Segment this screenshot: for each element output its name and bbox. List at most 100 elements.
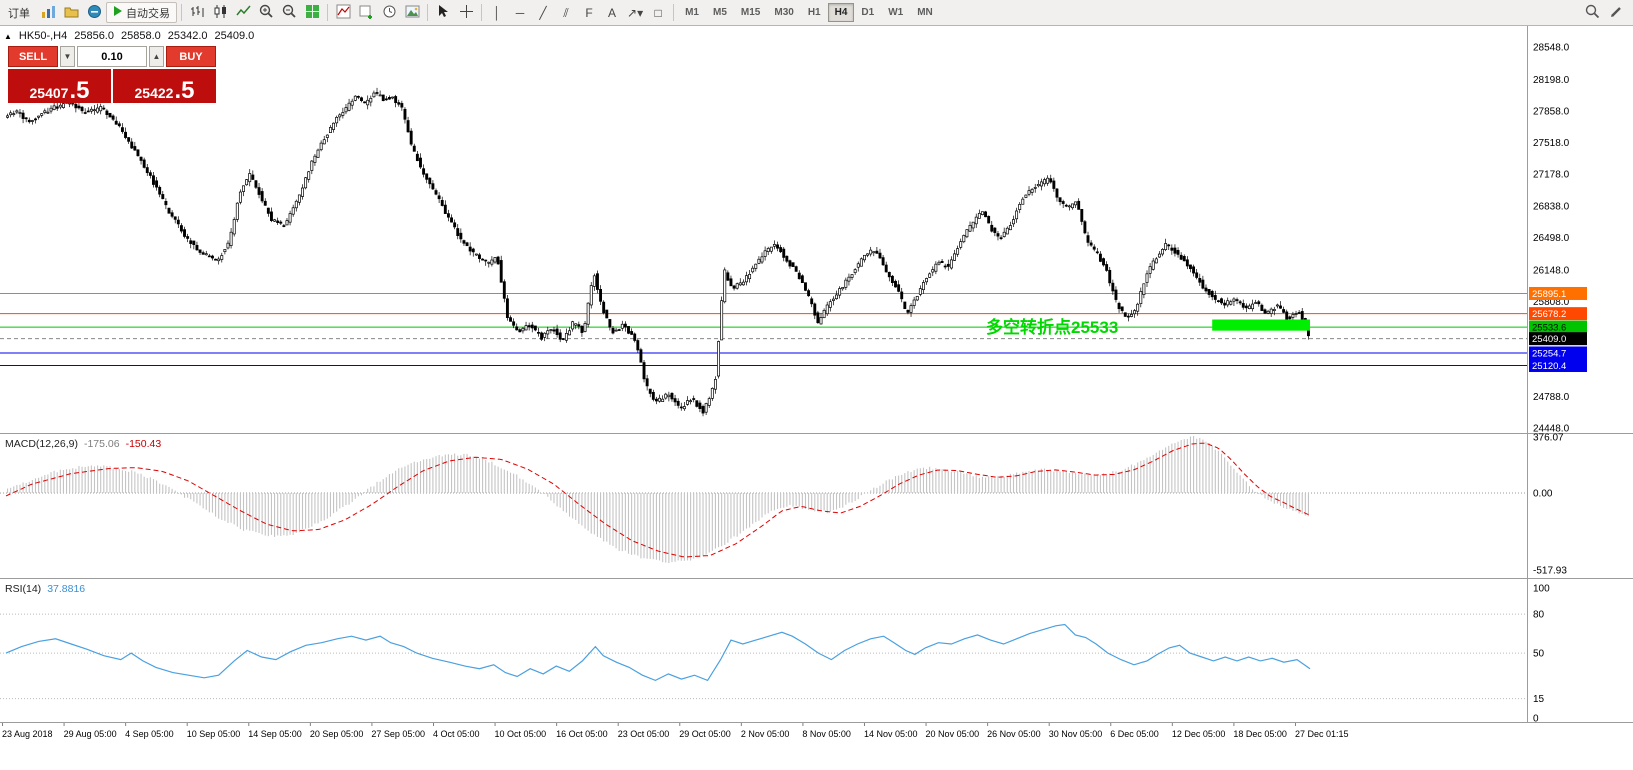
candle-body xyxy=(918,288,922,295)
candle-body xyxy=(859,258,863,267)
timeframe-M1[interactable]: M1 xyxy=(678,3,706,22)
candle-body xyxy=(254,180,258,188)
timeframe-W1[interactable]: W1 xyxy=(881,3,910,22)
fibonacci-button[interactable]: F xyxy=(578,2,600,23)
time-axis-label: 8 Nov 05:00 xyxy=(802,729,851,739)
crosshair-button[interactable] xyxy=(455,2,477,23)
chart-canvas[interactable]: 28548.0 28198.0 27858.0 27518.0 27178.0 26838… xyxy=(0,26,1633,770)
zoom-out-button[interactable] xyxy=(278,2,300,23)
candle-body xyxy=(549,329,553,331)
shapes-tool-button[interactable]: □ xyxy=(647,2,669,23)
text-tool-button[interactable]: A xyxy=(601,2,623,23)
sell-button[interactable]: SELL xyxy=(8,46,58,67)
candle-body xyxy=(304,177,308,189)
candle-body xyxy=(720,300,724,341)
price-badge-label: 25120.4 xyxy=(1532,361,1566,372)
arrows-tool-button[interactable]: ↗ ▾ xyxy=(624,2,646,23)
candle-body xyxy=(661,398,665,402)
timeframe-H4[interactable]: H4 xyxy=(827,3,855,22)
candle-body xyxy=(1139,291,1143,305)
candle-body xyxy=(409,130,413,145)
zoom-in-button[interactable] xyxy=(255,2,277,23)
candle-body xyxy=(915,296,919,301)
candle-body xyxy=(692,398,696,400)
timeframe-MN[interactable]: MN xyxy=(910,3,940,22)
candle-body xyxy=(856,263,860,268)
new-order-button[interactable]: 订单 xyxy=(2,2,36,23)
period-button[interactable] xyxy=(378,2,400,23)
candle-body xyxy=(853,269,857,273)
candle-body xyxy=(24,117,28,120)
volume-increase-button[interactable]: ▲ xyxy=(149,46,164,67)
terminal-button[interactable] xyxy=(83,2,105,23)
candle-body xyxy=(608,319,612,328)
timeframe-M5[interactable]: M5 xyxy=(706,3,734,22)
buy-price-fraction: .5 xyxy=(174,76,195,104)
timeframe-D1[interactable]: D1 xyxy=(854,3,881,22)
volume-decrease-button[interactable]: ▼ xyxy=(60,46,75,67)
search-button[interactable] xyxy=(1581,2,1603,23)
candle-body xyxy=(80,106,84,112)
toolbar-separator xyxy=(427,4,428,21)
candle-body xyxy=(512,321,516,326)
sell-price-display[interactable]: 25407 .5 xyxy=(8,69,111,103)
candle-body xyxy=(1226,300,1230,306)
buy-button[interactable]: BUY xyxy=(166,46,216,67)
indicators-button[interactable] xyxy=(332,2,354,23)
rsi-axis-label: 50 xyxy=(1533,649,1545,660)
candle-body xyxy=(754,263,758,269)
price-badge-label: 25409.0 xyxy=(1532,334,1566,345)
candle-body xyxy=(1207,289,1211,295)
candle-body xyxy=(242,185,245,192)
trendline-button[interactable]: ╱ xyxy=(532,2,554,23)
candle-body xyxy=(729,278,733,287)
autotrading-button[interactable]: 自动交易 xyxy=(106,2,177,23)
tile-windows-button[interactable] xyxy=(301,2,323,23)
template-button[interactable] xyxy=(401,2,423,23)
candle-body xyxy=(748,273,752,280)
horizontal-line-button[interactable]: ─ xyxy=(509,2,531,23)
candle-body xyxy=(676,400,680,406)
vertical-line-button[interactable]: │ xyxy=(486,2,508,23)
chart-annotation-text[interactable]: 多空转折点25533 xyxy=(986,318,1119,337)
one-click-price-row: 25407 .5 25422 .5 xyxy=(8,69,216,103)
edit-button[interactable] xyxy=(1605,2,1627,23)
collapse-triangle-icon[interactable]: ▲ xyxy=(4,31,12,41)
candle-body xyxy=(391,96,394,99)
timeframe-M15[interactable]: M15 xyxy=(734,3,767,22)
buy-price-main: 25422 xyxy=(134,85,174,101)
time-axis-label: 29 Oct 05:00 xyxy=(679,729,731,739)
candle-body xyxy=(1232,298,1236,302)
candle-body xyxy=(142,159,146,168)
candle-body xyxy=(1223,302,1227,306)
buy-price-display[interactable]: 25422 .5 xyxy=(113,69,216,103)
pencil-icon xyxy=(1609,4,1624,22)
market-watch-button[interactable] xyxy=(37,2,59,23)
candle-body xyxy=(800,275,804,284)
candle-body xyxy=(201,252,205,255)
candle-body xyxy=(589,285,593,306)
volume-input[interactable] xyxy=(77,46,147,67)
candle-body xyxy=(226,242,230,249)
line-chart-button[interactable] xyxy=(232,2,254,23)
candle-body xyxy=(875,250,879,254)
channel-button[interactable]: ⫽ xyxy=(555,2,577,23)
candle-body xyxy=(890,275,894,284)
candle-body xyxy=(15,110,19,113)
candle-body xyxy=(307,171,311,180)
timeframe-H1[interactable]: H1 xyxy=(801,3,828,22)
bar-chart-button[interactable] xyxy=(186,2,208,23)
candle-body xyxy=(1111,282,1115,292)
candle-body xyxy=(654,398,658,402)
candle-chart-button[interactable] xyxy=(209,2,231,23)
new-chart-button[interactable] xyxy=(355,2,377,23)
candle-body xyxy=(164,200,168,206)
highlight-rectangle[interactable] xyxy=(1212,319,1310,331)
candle-body xyxy=(273,219,277,222)
timeframe-M30[interactable]: M30 xyxy=(767,3,800,22)
candle-body xyxy=(543,332,547,338)
candle-body xyxy=(717,341,720,377)
cursor-button[interactable] xyxy=(432,2,454,23)
navigator-button[interactable] xyxy=(60,2,82,23)
candle-body xyxy=(316,149,320,158)
